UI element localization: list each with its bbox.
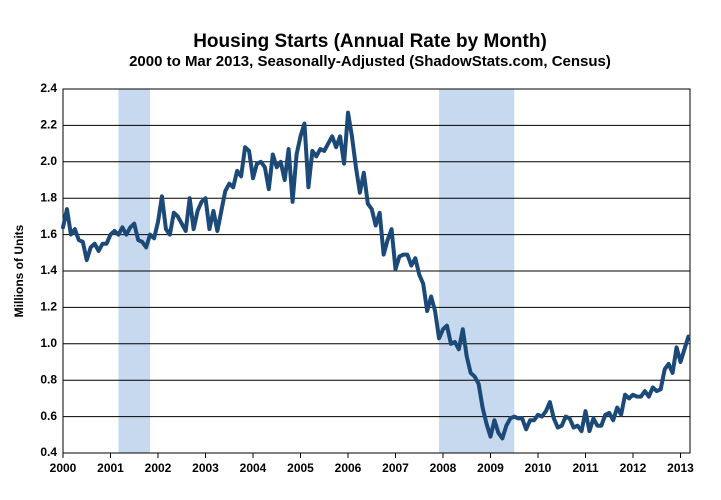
y-tick-label: 0.8 (40, 372, 57, 386)
y-tick-label: 1.0 (40, 336, 57, 350)
x-tick-label: 2003 (192, 461, 219, 475)
x-tick-label: 2000 (50, 461, 77, 475)
y-tick-label: 1.6 (40, 227, 57, 241)
x-tick-label: 2001 (97, 461, 124, 475)
x-tick-label: 2009 (477, 461, 504, 475)
chart-subtitle: 2000 to Mar 2013, Seasonally-Adjusted (S… (129, 53, 611, 70)
y-tick-label: 0.4 (40, 445, 57, 459)
y-tick-label: 0.6 (40, 409, 57, 423)
x-tick-label: 2004 (240, 461, 267, 475)
y-tick-label: 2.2 (40, 118, 57, 132)
x-tick-label: 2007 (382, 461, 409, 475)
y-tick-label: 1.4 (40, 263, 57, 277)
x-tick-label: 2006 (335, 461, 362, 475)
x-tick-label: 2013 (667, 461, 694, 475)
x-tick-label: 2008 (430, 461, 457, 475)
y-tick-label: 2.4 (40, 81, 57, 95)
y-tick-label: 2.0 (40, 154, 57, 168)
chart-title: Housing Starts (Annual Rate by Month) (193, 31, 547, 52)
y-tick-label: 1.2 (40, 300, 57, 314)
plot-border (62, 88, 691, 454)
x-tick-label: 2010 (525, 461, 552, 475)
x-tick-label: 2012 (620, 461, 647, 475)
x-tick-label: 2002 (145, 461, 172, 475)
x-tick-label: 2005 (287, 461, 314, 475)
y-axis-label: Millions of Units (12, 224, 26, 317)
data-line (61, 110, 691, 441)
y-tick-label: 1.8 (40, 190, 57, 204)
x-tick-label: 2011 (572, 461, 598, 475)
